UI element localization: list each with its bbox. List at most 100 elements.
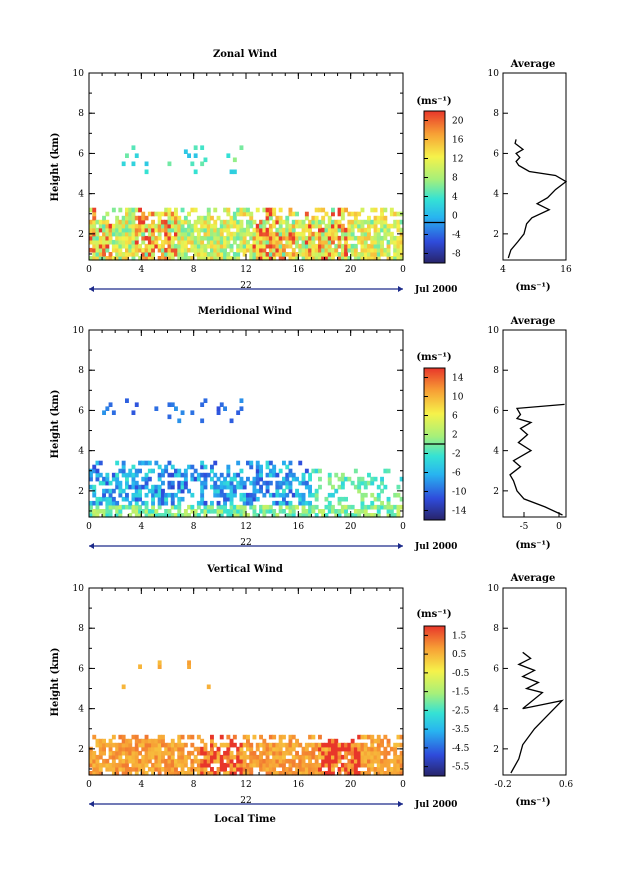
heatmap-cell xyxy=(370,513,375,518)
heatmap-cell xyxy=(327,738,332,744)
heatmap-cell xyxy=(331,211,335,217)
heatmap-cell xyxy=(291,492,296,498)
heatmap-cell xyxy=(363,734,368,740)
heatmap-cell xyxy=(350,480,355,486)
heatmap-cell xyxy=(174,227,178,233)
heatmap-cell xyxy=(268,460,273,466)
heatmap-cell xyxy=(393,223,398,229)
heatmap-cell xyxy=(383,504,388,510)
heatmap-cell xyxy=(200,402,205,407)
heatmap-cell xyxy=(278,252,283,257)
heatmap-cell xyxy=(268,223,273,229)
heatmap-cell xyxy=(134,480,139,486)
heatmap-cell xyxy=(144,480,149,486)
heatmap-cell xyxy=(331,746,335,752)
heatmap-cell xyxy=(278,509,283,514)
heatmap-cell xyxy=(236,472,241,478)
date-day: 22 xyxy=(240,538,251,548)
heatmap-cell xyxy=(282,219,286,225)
heatmap-cell xyxy=(180,513,185,518)
heatmap-cell xyxy=(249,231,254,237)
heatmap-cell xyxy=(134,758,139,764)
heatmap-cell xyxy=(193,169,198,175)
profile-frame xyxy=(502,587,567,776)
heatmap-cell xyxy=(295,771,299,776)
heatmap-cell xyxy=(190,207,195,213)
heatmap-cell xyxy=(210,235,214,241)
heatmap-cell xyxy=(128,235,133,241)
heatmap-cell xyxy=(344,247,348,253)
heatmap-cell xyxy=(373,750,378,756)
heatmap-cell xyxy=(95,460,100,466)
heatmap-cell xyxy=(229,243,234,249)
heatmap-cell xyxy=(275,215,280,221)
heatmap-cell xyxy=(311,223,316,229)
heatmap-cell xyxy=(154,243,159,249)
heatmap-cell xyxy=(141,235,146,241)
heatmap-cell xyxy=(252,239,257,245)
heatmap-cell xyxy=(370,504,375,510)
heatmap-cell xyxy=(268,734,273,740)
heatmap-cell xyxy=(190,223,195,229)
heatmap-cell xyxy=(193,243,198,249)
heatmap-cell xyxy=(121,468,126,474)
heatmap-cell xyxy=(125,754,129,760)
heatmap-cell xyxy=(386,496,391,502)
heatmap-cell xyxy=(161,496,165,502)
heatmap-cell xyxy=(278,758,283,764)
heatmap-cell xyxy=(95,504,100,510)
heatmap-cell xyxy=(262,243,267,249)
heatmap-cell xyxy=(288,746,293,752)
heatmap-cell xyxy=(386,738,391,744)
heatmap-cell xyxy=(262,513,267,518)
heatmap-cell xyxy=(304,227,309,233)
heatmap-cell xyxy=(246,207,250,213)
heatmap-cell xyxy=(226,758,231,764)
heatmap-cell xyxy=(331,762,335,768)
heatmap-cell xyxy=(239,767,244,772)
heatmap-cell xyxy=(128,231,133,237)
heatmap-cell xyxy=(308,758,312,764)
heatmap-cell xyxy=(278,215,283,221)
heatmap-cell xyxy=(187,227,191,233)
heatmap-cell xyxy=(92,771,97,776)
heatmap-cell xyxy=(360,762,365,768)
heatmap-cell xyxy=(259,504,263,510)
heatmap-cell xyxy=(268,762,273,768)
heatmap-cell xyxy=(291,231,296,237)
heatmap-cell xyxy=(128,211,133,217)
heatmap-cell xyxy=(278,480,283,486)
heatmap-cell xyxy=(380,215,384,221)
heatmap-cell xyxy=(272,509,277,514)
heatmap-cell xyxy=(177,762,182,768)
heatmap-cell xyxy=(128,513,133,518)
heatmap-cell xyxy=(262,742,267,748)
heatmap-cell xyxy=(232,169,237,175)
heatmap-cell xyxy=(125,243,129,249)
heatmap-cell xyxy=(340,207,345,213)
heatmap-cell xyxy=(213,484,218,490)
heatmap-cell xyxy=(298,247,303,253)
heatmap-cell xyxy=(105,500,110,506)
heatmap-cell xyxy=(246,211,250,217)
heatmap-cell xyxy=(282,252,286,257)
heatmap-cell xyxy=(141,476,146,482)
heatmap-cell xyxy=(259,754,263,760)
heatmap-cell xyxy=(170,504,175,510)
heatmap-cell xyxy=(318,468,322,474)
heatmap-cell xyxy=(321,235,326,241)
heatmap-cell xyxy=(399,219,404,225)
heatmap-cell xyxy=(118,762,123,768)
heatmap-cell xyxy=(331,754,335,760)
heatmap-cell xyxy=(386,252,391,257)
heatmap-cell xyxy=(226,750,231,756)
profile-y-tick-label: 4 xyxy=(493,190,499,200)
heatmap-cell xyxy=(367,219,371,225)
heatmap-cell xyxy=(180,223,185,229)
heatmap-cell xyxy=(236,746,241,752)
heatmap-cell xyxy=(246,243,250,249)
heatmap-cell xyxy=(357,484,362,490)
heatmap-cell xyxy=(334,219,339,225)
panel-title: Zonal Wind xyxy=(213,49,277,60)
